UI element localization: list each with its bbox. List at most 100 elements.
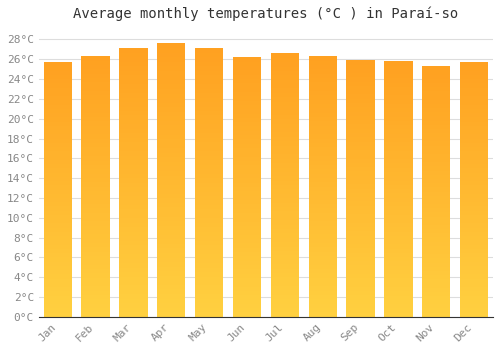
Bar xyxy=(422,170,450,175)
Bar xyxy=(233,295,261,300)
Bar xyxy=(233,187,261,191)
Bar xyxy=(157,239,186,244)
Bar xyxy=(157,121,186,125)
Bar xyxy=(82,96,110,100)
Bar xyxy=(82,230,110,234)
Bar xyxy=(460,66,488,71)
Bar xyxy=(44,253,72,257)
Bar xyxy=(346,73,375,77)
Bar xyxy=(44,304,72,308)
Bar xyxy=(422,150,450,154)
Bar xyxy=(422,146,450,150)
Bar xyxy=(270,80,299,84)
Bar xyxy=(82,256,110,260)
Bar xyxy=(270,58,299,62)
Bar xyxy=(195,120,224,125)
Bar xyxy=(119,191,148,196)
Bar xyxy=(44,109,72,113)
Bar xyxy=(308,221,337,226)
Bar xyxy=(460,215,488,219)
Bar xyxy=(157,48,186,52)
Bar xyxy=(44,66,72,71)
Bar xyxy=(119,205,148,209)
Bar xyxy=(44,164,72,168)
Bar xyxy=(308,134,337,139)
Bar xyxy=(460,113,488,117)
Bar xyxy=(460,164,488,168)
Bar xyxy=(346,218,375,223)
Bar xyxy=(346,304,375,308)
Bar xyxy=(460,75,488,79)
Bar xyxy=(195,276,224,281)
Bar xyxy=(195,129,224,133)
Bar xyxy=(82,226,110,230)
Bar xyxy=(195,169,224,174)
Bar xyxy=(82,61,110,65)
Bar xyxy=(460,202,488,206)
Bar xyxy=(233,135,261,139)
Bar xyxy=(157,248,186,253)
Bar xyxy=(157,139,186,144)
Bar xyxy=(422,137,450,141)
Bar xyxy=(270,260,299,264)
Bar xyxy=(308,178,337,182)
Bar xyxy=(460,249,488,253)
Bar xyxy=(157,107,186,112)
Bar xyxy=(346,86,375,90)
Bar xyxy=(270,308,299,313)
Bar xyxy=(82,282,110,286)
Bar xyxy=(233,204,261,209)
Bar xyxy=(195,232,224,236)
Bar xyxy=(44,126,72,130)
Bar xyxy=(308,147,337,152)
Bar xyxy=(346,201,375,206)
Bar xyxy=(384,181,412,185)
Bar xyxy=(270,102,299,106)
Bar xyxy=(44,274,72,279)
Bar xyxy=(119,133,148,138)
Bar xyxy=(157,71,186,75)
Bar xyxy=(384,172,412,176)
Bar xyxy=(157,262,186,267)
Bar xyxy=(346,300,375,304)
Bar xyxy=(44,96,72,100)
Bar xyxy=(346,99,375,103)
Bar xyxy=(384,257,412,261)
Bar xyxy=(384,244,412,248)
Bar xyxy=(270,137,299,141)
Bar xyxy=(308,121,337,126)
Bar xyxy=(384,304,412,308)
Bar xyxy=(82,239,110,243)
Bar xyxy=(195,106,224,111)
Bar xyxy=(346,210,375,214)
Bar xyxy=(422,250,450,254)
Bar xyxy=(460,296,488,300)
Bar xyxy=(119,62,148,66)
Bar xyxy=(195,125,224,129)
Bar xyxy=(384,151,412,155)
Bar xyxy=(82,221,110,226)
Bar xyxy=(44,283,72,287)
Bar xyxy=(270,110,299,115)
Bar xyxy=(460,219,488,223)
Bar xyxy=(270,168,299,172)
Bar xyxy=(157,308,186,312)
Bar xyxy=(44,83,72,88)
Bar xyxy=(270,299,299,304)
Bar xyxy=(195,89,224,93)
Bar xyxy=(119,250,148,254)
Bar xyxy=(157,112,186,116)
Bar xyxy=(422,179,450,183)
Bar xyxy=(384,138,412,142)
Bar xyxy=(195,156,224,160)
Bar xyxy=(384,228,412,232)
Bar xyxy=(233,105,261,109)
Bar xyxy=(195,133,224,138)
Bar xyxy=(233,79,261,83)
Bar xyxy=(119,93,148,98)
Bar xyxy=(460,100,488,105)
Bar xyxy=(119,290,148,294)
Bar xyxy=(157,176,186,180)
Bar xyxy=(270,185,299,189)
Bar xyxy=(233,209,261,213)
